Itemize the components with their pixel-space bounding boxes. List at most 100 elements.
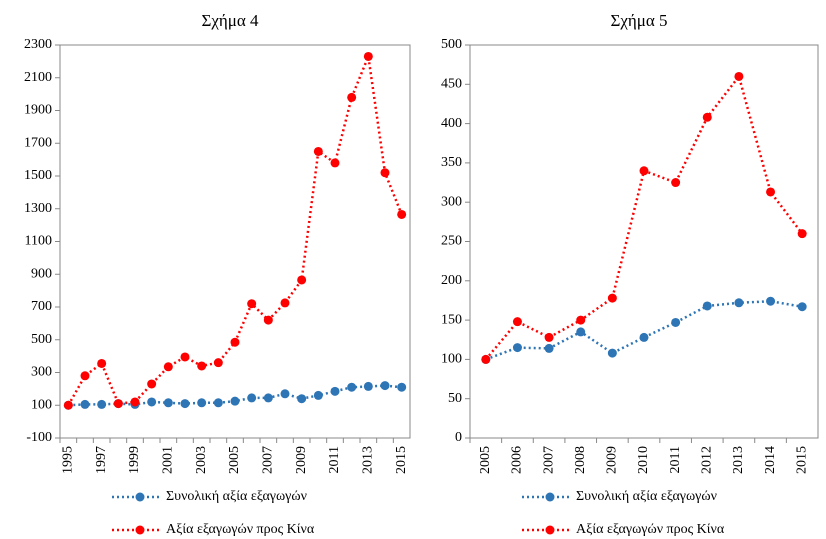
point	[544, 332, 554, 342]
y-tick-label: 500	[441, 37, 462, 52]
point	[163, 398, 173, 408]
y-tick-label: 2100	[24, 70, 52, 85]
y-tick-label: 350	[441, 155, 462, 170]
x-tick-label: 2014	[763, 446, 778, 474]
point	[380, 168, 390, 178]
y-tick-label: 700	[31, 299, 52, 314]
legend-marker	[135, 492, 145, 502]
point	[147, 397, 157, 407]
y-tick-label: 1100	[25, 234, 52, 249]
point	[481, 354, 491, 364]
point	[363, 51, 373, 61]
y-tick-label: 1900	[24, 103, 52, 118]
point	[230, 337, 240, 347]
legend-marker	[135, 525, 145, 535]
point	[197, 398, 207, 408]
point	[330, 158, 340, 168]
point	[97, 399, 107, 409]
x-tick-label: 2006	[510, 446, 525, 474]
point	[163, 362, 173, 372]
series-line	[67, 51, 403, 406]
series-line	[484, 73, 804, 361]
point	[702, 112, 712, 122]
point	[213, 398, 223, 408]
y-tick-label: 2300	[24, 37, 52, 52]
point	[113, 399, 123, 409]
series-line	[68, 384, 402, 407]
legend-label: Συνολική αξία εξαγωγών	[166, 489, 307, 504]
y-tick-label: 1700	[24, 135, 52, 150]
x-tick-label: 1999	[127, 446, 142, 474]
point	[130, 397, 140, 407]
x-tick-label: 1997	[94, 446, 109, 474]
y-tick-label: 400	[441, 116, 462, 131]
x-tick-label: 2003	[194, 446, 209, 474]
y-tick-label: 300	[441, 194, 462, 209]
point	[263, 393, 273, 403]
x-tick-label: 2007	[541, 446, 556, 474]
point	[380, 381, 390, 391]
point	[397, 209, 407, 219]
plot-area	[59, 44, 411, 439]
legend-label: Συνολική αξία εξαγωγών	[576, 489, 717, 504]
x-tick-label: 1995	[61, 446, 76, 474]
point	[313, 146, 323, 156]
x-tick-label: 2011	[327, 446, 342, 473]
series-line	[485, 299, 803, 361]
point	[397, 382, 407, 392]
point	[512, 317, 522, 327]
point	[607, 348, 617, 358]
point	[263, 315, 273, 325]
point	[197, 361, 207, 371]
legend-marker	[545, 525, 555, 535]
point	[297, 394, 307, 404]
chart-title: Σχήμα 4	[201, 11, 259, 30]
x-tick-label: 2013	[361, 446, 376, 474]
x-tick-label: 2012	[699, 446, 714, 474]
point	[512, 343, 522, 353]
legend-marker	[545, 492, 555, 502]
point	[280, 389, 290, 399]
point	[734, 298, 744, 308]
legend-label: Αξία εξαγωγών προς Κίνα	[576, 522, 725, 537]
y-tick-label: 1500	[24, 168, 52, 183]
x-tick-label: 2007	[261, 446, 276, 474]
point	[97, 358, 107, 368]
y-tick-label: 900	[31, 266, 52, 281]
y-tick-label: 450	[441, 77, 462, 92]
point	[702, 301, 712, 311]
y-tick-label: 250	[441, 234, 462, 249]
point	[297, 275, 307, 285]
point	[797, 229, 807, 239]
point	[607, 293, 617, 303]
x-tick-label: 2010	[636, 446, 651, 474]
x-tick-label: 2011	[668, 446, 683, 473]
x-tick-label: 2015	[794, 446, 809, 474]
x-tick-label: 2009	[605, 446, 620, 474]
x-tick-label: 2015	[394, 446, 409, 474]
point	[576, 327, 586, 337]
x-tick-label: 2008	[573, 446, 588, 474]
point	[147, 379, 157, 389]
x-tick-label: 2005	[227, 446, 242, 474]
point	[247, 393, 257, 403]
point	[213, 358, 223, 368]
point	[80, 399, 90, 409]
point	[766, 187, 776, 197]
x-tick-label: 2001	[161, 446, 176, 474]
x-tick-label: 2005	[478, 446, 493, 474]
chart-title: Σχήμα 5	[610, 11, 667, 30]
x-tick-label: 2009	[294, 446, 309, 474]
point	[766, 296, 776, 306]
point	[280, 298, 290, 308]
y-tick-label: 100	[31, 397, 52, 412]
y-tick-label: 50	[448, 391, 462, 406]
y-tick-label: 0	[455, 430, 462, 445]
point	[671, 178, 681, 188]
y-tick-label: 500	[31, 332, 52, 347]
point	[180, 399, 190, 409]
y-tick-label: 150	[441, 312, 462, 327]
point	[671, 317, 681, 327]
y-tick-label: 200	[441, 273, 462, 288]
